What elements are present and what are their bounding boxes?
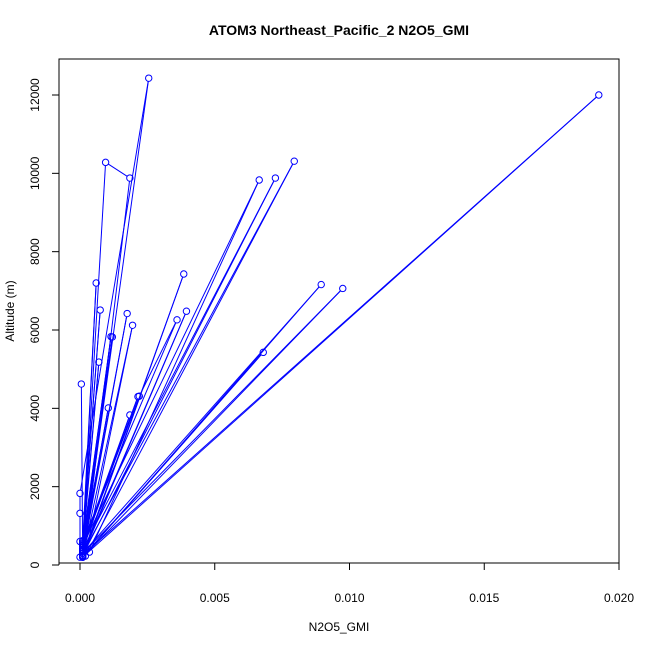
x-axis-label: N2O5_GMI: [309, 620, 370, 634]
chart-title: ATOM3 Northeast_Pacific_2 N2O5_GMI: [209, 22, 469, 38]
x-tick-label: 0.000: [65, 591, 95, 605]
series-line-segment: [82, 339, 112, 540]
data-point: [76, 509, 84, 517]
series-line-segment: [83, 399, 138, 545]
data-point: [95, 358, 103, 366]
x-tick-label: 0.005: [200, 591, 230, 605]
data-point: [126, 174, 134, 182]
x-tick-label: 0.015: [469, 591, 499, 605]
series-line-segment: [140, 322, 177, 394]
series-line-segment: [82, 340, 113, 549]
series-line-segment: [83, 313, 186, 551]
series-line-segment: [82, 365, 100, 542]
series-line-segment: [82, 316, 128, 553]
data-point: [134, 392, 142, 401]
data-point: [78, 549, 87, 557]
data-point: [128, 321, 137, 329]
series-line-segment: [80, 81, 149, 491]
series-line-segment: [82, 286, 97, 547]
series-line-segment: [108, 163, 128, 177]
series-line-segment: [84, 286, 320, 552]
series-line-segment: [82, 313, 101, 539]
series-line-segment: [82, 411, 109, 547]
data-point: [180, 270, 188, 278]
data-point: [78, 537, 87, 546]
data-point: [126, 411, 134, 419]
data-point: [78, 551, 87, 559]
series-line-segment: [83, 163, 294, 551]
data-point: [76, 489, 84, 498]
series-line-segment: [83, 180, 275, 553]
y-tick-label: 4000: [28, 395, 42, 422]
y-axis: 0 2000 4000 6000 8000 10000 12000: [28, 78, 60, 568]
data-point: [271, 174, 280, 182]
y-axis-label: Altitude (m): [3, 280, 17, 341]
y-tick-label: 12000: [28, 78, 42, 112]
series-line-segment: [84, 290, 341, 556]
data-point: [78, 553, 87, 561]
y-tick-label: 10000: [28, 156, 42, 190]
data-point: [123, 309, 131, 318]
data-point: [182, 307, 191, 315]
series-line-segment: [84, 96, 597, 556]
data-point: [595, 91, 603, 99]
data-point: [108, 333, 117, 341]
data-point: [255, 176, 263, 184]
x-axis: 0.000 0.005 0.010 0.015 0.020: [65, 562, 634, 605]
data-point: [104, 404, 112, 412]
data-point: [145, 74, 153, 82]
data-point: [78, 547, 87, 555]
data-point: [317, 280, 325, 289]
data-point: [259, 348, 267, 357]
data-point: [78, 545, 87, 554]
data-point: [290, 157, 298, 165]
data-point: [101, 158, 110, 167]
series-lines: [79, 81, 597, 556]
series-line-segment: [86, 163, 294, 554]
y-tick-label: 2000: [28, 473, 42, 500]
series-points: [76, 74, 603, 561]
y-tick-label: 6000: [28, 316, 42, 343]
x-tick-label: 0.020: [604, 591, 634, 605]
y-tick-label: 0: [28, 561, 42, 568]
data-point: [77, 380, 86, 388]
data-point: [96, 306, 104, 314]
series-line-segment: [90, 182, 259, 550]
data-point: [92, 279, 100, 287]
plot-box: [58, 58, 620, 564]
y-tick-label: 8000: [28, 238, 42, 265]
series-line-segment: [80, 387, 84, 553]
x-tick-label: 0.010: [334, 591, 364, 605]
data-point: [173, 316, 181, 324]
data-point: [339, 284, 347, 293]
data-point: [78, 543, 87, 552]
